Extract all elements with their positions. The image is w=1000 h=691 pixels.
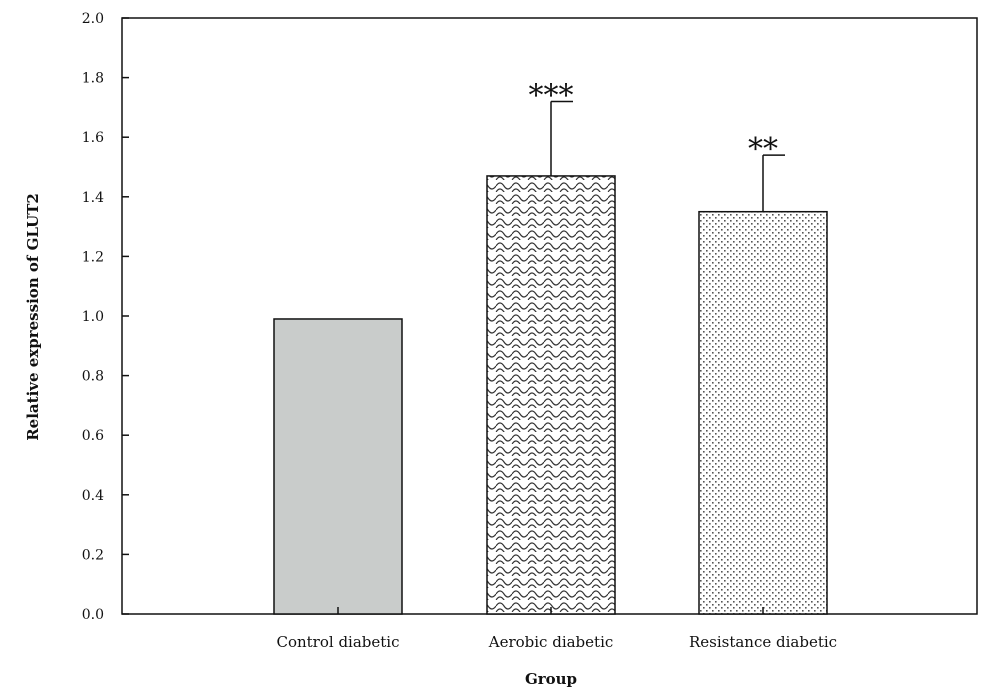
y-tick-label: 0.2 bbox=[82, 547, 104, 563]
bar bbox=[273, 318, 403, 615]
y-tick-label: 2.0 bbox=[82, 11, 104, 27]
significance-label: ** bbox=[748, 132, 778, 167]
x-category-label: Aerobic diabetic bbox=[488, 633, 614, 651]
y-tick-label: 1.4 bbox=[82, 190, 104, 206]
y-tick-label: 1.2 bbox=[82, 249, 104, 265]
x-category-label: Resistance diabetic bbox=[689, 633, 837, 651]
y-tick-label: 1.8 bbox=[82, 71, 104, 87]
y-axis-title: Relative expression of GLUT2 bbox=[24, 193, 42, 441]
y-tick-label: 1.6 bbox=[82, 130, 104, 146]
plot-area: 0.0 0.2 0.4 0.6 0.8 1.0 1.2 1.4 1.6 1.8 2.0 Control… bbox=[82, 11, 978, 651]
x-category-label: Control diabetic bbox=[276, 633, 399, 651]
y-tick-label: 0.8 bbox=[82, 369, 104, 385]
bar bbox=[698, 210, 828, 615]
y-tick-label: 0.4 bbox=[82, 488, 104, 504]
x-axis-title: Group bbox=[525, 670, 577, 688]
y-tick-label: 0.6 bbox=[82, 428, 104, 444]
y-tick-label: 1.0 bbox=[82, 309, 104, 325]
significance-label: *** bbox=[529, 78, 574, 113]
bar bbox=[486, 175, 616, 615]
y-tick-label: 0.0 bbox=[82, 607, 104, 623]
